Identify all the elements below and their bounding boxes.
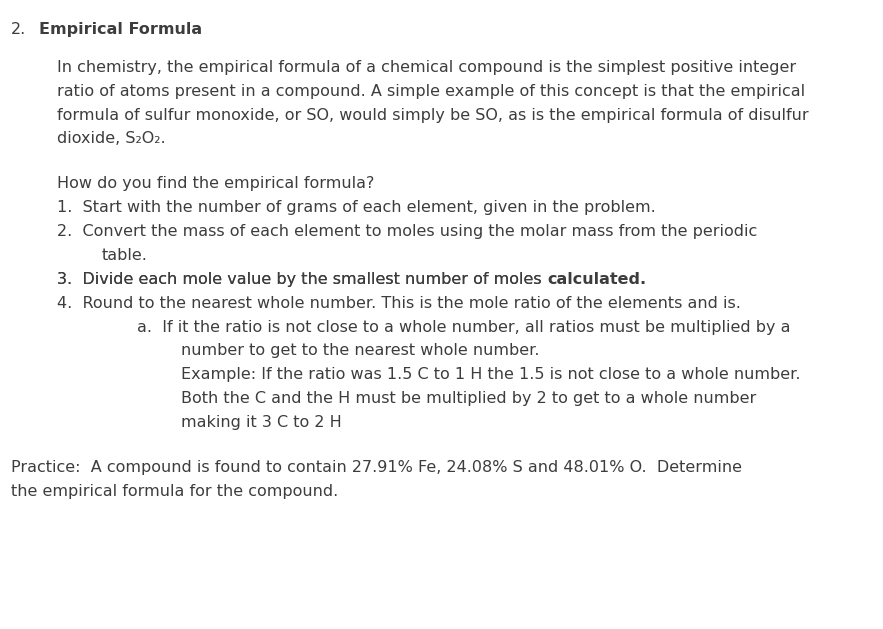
Text: How do you find the empirical formula?: How do you find the empirical formula? [57,176,374,191]
Text: the empirical formula for the compound.: the empirical formula for the compound. [11,484,338,499]
Text: 4.  Round to the nearest whole number. This is the mole ratio of the elements an: 4. Round to the nearest whole number. Th… [57,296,741,311]
Text: Practice:  A compound is found to contain 27.91% Fe, 24.08% S and 48.01% O.  Det: Practice: A compound is found to contain… [11,460,742,475]
Text: number to get to the nearest whole number.: number to get to the nearest whole numbe… [181,343,540,359]
Text: Both the C and the H must be multiplied by 2 to get to a whole number: Both the C and the H must be multiplied … [181,391,756,406]
Text: Example: If the ratio was 1.5 C to 1 H the 1.5 is not close to a whole number.: Example: If the ratio was 1.5 C to 1 H t… [181,367,801,382]
Text: table.: table. [102,248,147,263]
Text: 3.  Divide each mole value by the smallest number of moles: 3. Divide each mole value by the smalles… [57,272,547,287]
Text: 2.: 2. [11,22,26,37]
Text: In chemistry, the empirical formula of a chemical compound is the simplest posit: In chemistry, the empirical formula of a… [57,60,796,75]
Text: calculated.: calculated. [547,272,646,287]
Text: 2.  Convert the mass of each element to moles using the molar mass from the peri: 2. Convert the mass of each element to m… [57,224,758,239]
Text: 1.  Start with the number of grams of each element, given in the problem.: 1. Start with the number of grams of eac… [57,200,656,215]
Text: 3.  Divide each mole value by the smallest number of moles: 3. Divide each mole value by the smalles… [57,272,547,287]
Text: dioxide, S₂O₂.: dioxide, S₂O₂. [57,131,166,147]
Text: making it 3 C to 2 H: making it 3 C to 2 H [181,415,342,430]
Text: Empirical Formula: Empirical Formula [39,22,202,37]
Text: a.  If it the ratio is not close to a whole number, all ratios must be multiplie: a. If it the ratio is not close to a who… [137,320,790,335]
Text: formula of sulfur monoxide, or SO, would simply be SO, as is the empirical formu: formula of sulfur monoxide, or SO, would… [57,108,809,123]
Text: ratio of atoms present in a compound. A simple example of this concept is that t: ratio of atoms present in a compound. A … [57,84,805,99]
